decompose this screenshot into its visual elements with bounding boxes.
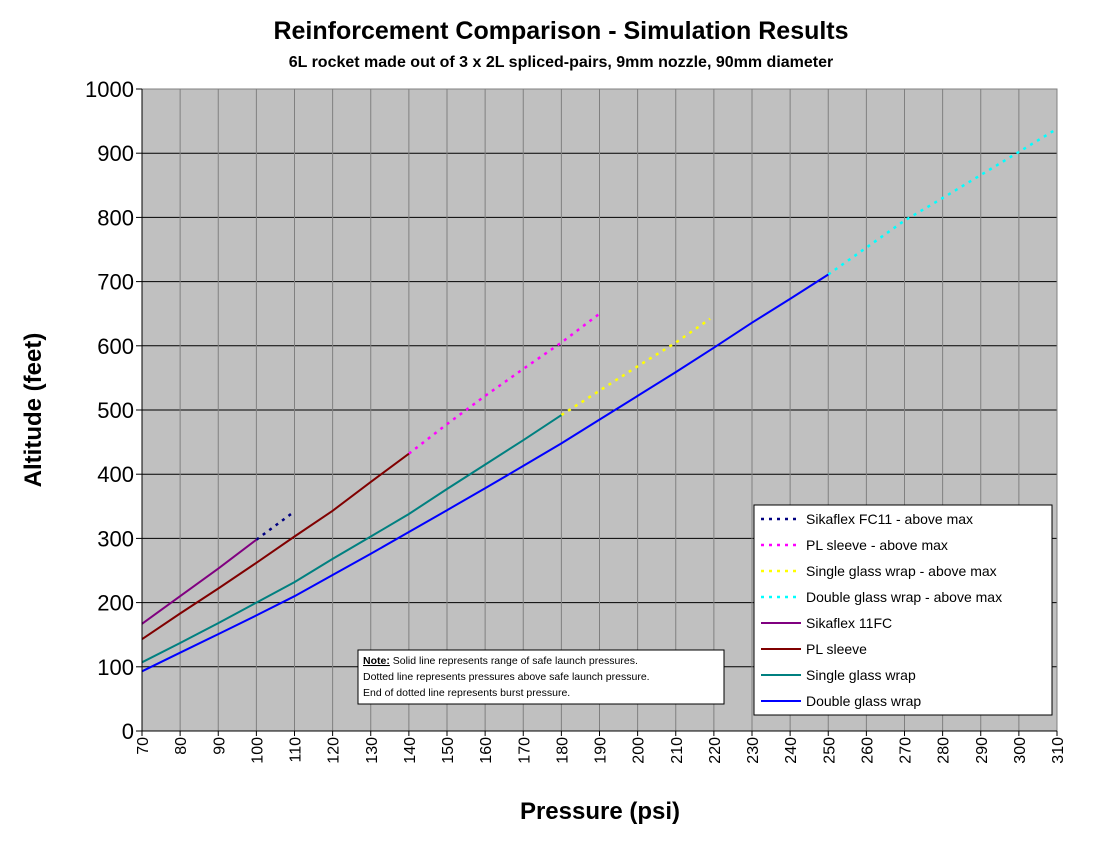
x-tick-label: 170: [516, 737, 533, 764]
x-tick-label: 310: [1050, 737, 1067, 764]
x-tick-label: 130: [364, 737, 381, 764]
x-tick-label: 90: [211, 737, 228, 755]
x-tick-label: 110: [288, 737, 305, 763]
y-tick-label: 600: [97, 334, 134, 359]
y-tick-label: 800: [97, 205, 134, 230]
series-line: [141, 538, 258, 625]
x-tick-label: 160: [478, 737, 495, 764]
x-tick-labels: 70 80 90 100 110 120 130 140 150 160 170 180 190 200 2…: [135, 737, 1067, 764]
note-label: Note:: [363, 655, 390, 667]
legend: Sikaflex FC11 - above max PL sleeve - abo…: [753, 504, 1053, 716]
note-line-2: Dotted line represents pressures above s…: [363, 671, 650, 683]
note-line-1: Note: Solid line represents range of saf…: [363, 655, 638, 667]
y-tick-label: 900: [97, 141, 134, 166]
note-box: Note: Solid line represents range of saf…: [357, 649, 725, 705]
x-tick-label: 190: [593, 737, 610, 764]
x-tick-label: 240: [783, 737, 800, 764]
x-axis-title: Pressure (psi): [520, 798, 680, 825]
x-tick-label: 230: [745, 737, 762, 764]
x-tick-label: 120: [326, 737, 343, 764]
y-tick-label: 200: [97, 591, 134, 616]
y-tick-label: 700: [97, 270, 134, 295]
y-axis-title: Altitude (feet): [20, 333, 47, 488]
x-tick-label: 210: [669, 737, 686, 764]
x-tick-label: 200: [631, 737, 648, 764]
legend-box: [753, 504, 1053, 716]
axes: [136, 88, 1058, 736]
legend-label: Sikaflex 11FC: [806, 615, 892, 631]
legend-label: Double glass wrap: [806, 693, 921, 709]
series-line: [141, 452, 410, 641]
x-tick-label: 290: [974, 737, 991, 764]
x-tick-label: 100: [249, 737, 266, 764]
chart-subtitle: 6L rocket made out of 3 x 2L spliced-pai…: [289, 54, 833, 71]
legend-label: Sikaflex FC11 - above max: [806, 511, 973, 527]
note-line-3: End of dotted line represents burst pres…: [363, 687, 570, 699]
x-tick-label: 80: [173, 737, 190, 755]
x-tick-label: 220: [707, 737, 724, 764]
y-tick-label: 100: [97, 655, 134, 680]
x-tick-label: 250: [821, 737, 838, 764]
series-line: [408, 312, 601, 455]
legend-label: Double glass wrap - above max: [806, 589, 1002, 605]
note-text-1: Solid line represents range of safe laun…: [390, 655, 638, 667]
series-line: [141, 273, 829, 673]
y-tick-label: 400: [97, 462, 134, 487]
series-line: [827, 127, 1058, 276]
y-tick-label: 1000: [85, 77, 134, 102]
y-tick-labels: 0 100 200 300 400 500 600 700 800 900 1000: [85, 77, 134, 744]
legend-label: PL sleeve - above max: [806, 537, 948, 553]
legend-label: Single glass wrap - above max: [806, 563, 997, 579]
series-group: [141, 127, 1058, 673]
chart-title: Reinforcement Comparison - Simulation Re…: [273, 17, 848, 45]
series-line: [141, 414, 562, 664]
x-tick-label: 270: [898, 737, 915, 764]
x-tick-label: 280: [936, 737, 953, 764]
x-tick-label: 70: [135, 737, 152, 755]
x-tick-label: 140: [402, 737, 419, 764]
series-line: [560, 317, 711, 417]
y-tick-label: 0: [122, 719, 134, 744]
x-tick-label: 150: [440, 737, 457, 764]
y-tick-label: 500: [97, 398, 134, 423]
legend-label: PL sleeve: [806, 641, 867, 657]
note-background: [357, 649, 725, 705]
x-tick-label: 300: [1012, 737, 1029, 764]
x-tick-label: 260: [859, 737, 876, 764]
legend-label: Single glass wrap: [806, 667, 916, 683]
y-tick-label: 300: [97, 526, 134, 551]
x-tick-label: 180: [554, 737, 571, 764]
